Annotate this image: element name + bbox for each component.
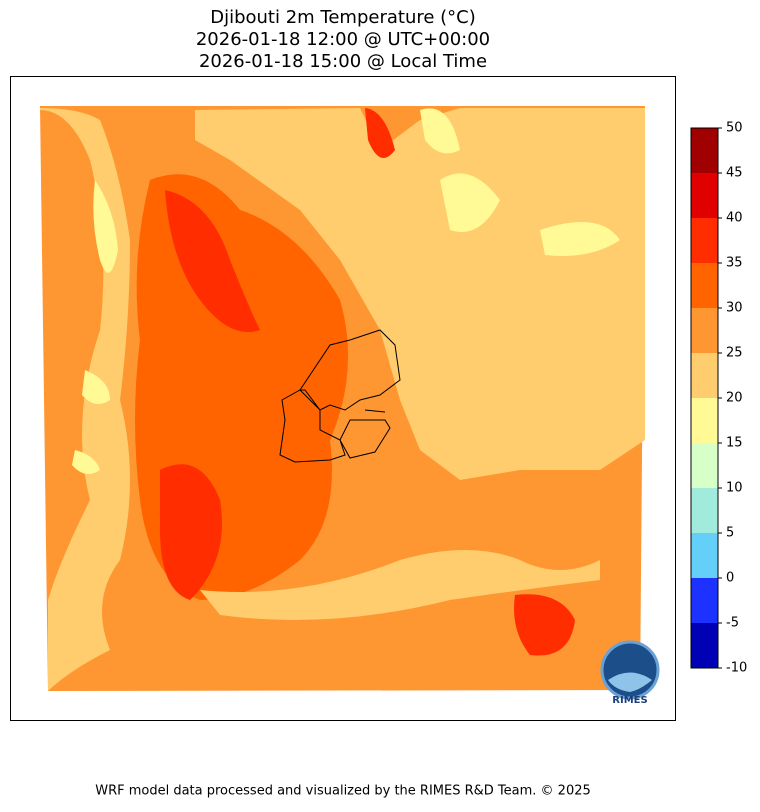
logo-text: RIMES: [612, 695, 647, 706]
colorbar-tick-label: 25: [726, 346, 743, 361]
title-line: Djibouti 2m Temperature (°C): [210, 7, 476, 28]
colorbar-tick-label: 30: [726, 301, 743, 316]
colorbar-tick-label: 10: [726, 481, 743, 496]
colorbar-segment: [691, 398, 718, 443]
colorbar-tick-label: 50: [726, 121, 743, 136]
colorbar: -10 -5 0 5 10 15 20 25 30 35 40 45 50: [690, 121, 747, 676]
temperature-field: [40, 106, 645, 691]
colorbar-tick-label: -5: [726, 616, 739, 631]
footer: WRF model data processed and visualized …: [95, 784, 591, 799]
colorbar-segment: [691, 578, 718, 623]
colorbar-tick-label: -10: [726, 661, 747, 676]
colorbar-tick-label: 35: [726, 256, 743, 271]
colorbar-segment: [691, 218, 718, 263]
colorbar-tick-label: 5: [726, 526, 734, 541]
colorbar-tick-label: 0: [726, 571, 734, 586]
country-borders: [279, 329, 401, 463]
colorbar-segment: [691, 263, 718, 308]
colorbar-tick-label: 45: [726, 166, 743, 181]
colorbar-segment: [691, 623, 718, 668]
title-line: 2026-01-18 15:00 @ Local Time: [199, 51, 487, 72]
title-line: 2026-01-18 12:00 @ UTC+00:00: [196, 29, 490, 50]
colorbar-segment: [691, 173, 718, 218]
colorbar-segment: [691, 128, 718, 173]
colorbar-tick-label: 15: [726, 436, 743, 451]
colorbar-segment: [691, 353, 718, 398]
colorbar-segment: [691, 443, 718, 488]
colorbar-segment: [691, 488, 718, 533]
colorbar-tick-label: 40: [726, 211, 743, 226]
colorbar-tick-label: 20: [726, 391, 743, 406]
logo: RIMES: [600, 640, 660, 706]
colorbar-segment: [691, 308, 718, 353]
colorbar-segment: [691, 533, 718, 578]
